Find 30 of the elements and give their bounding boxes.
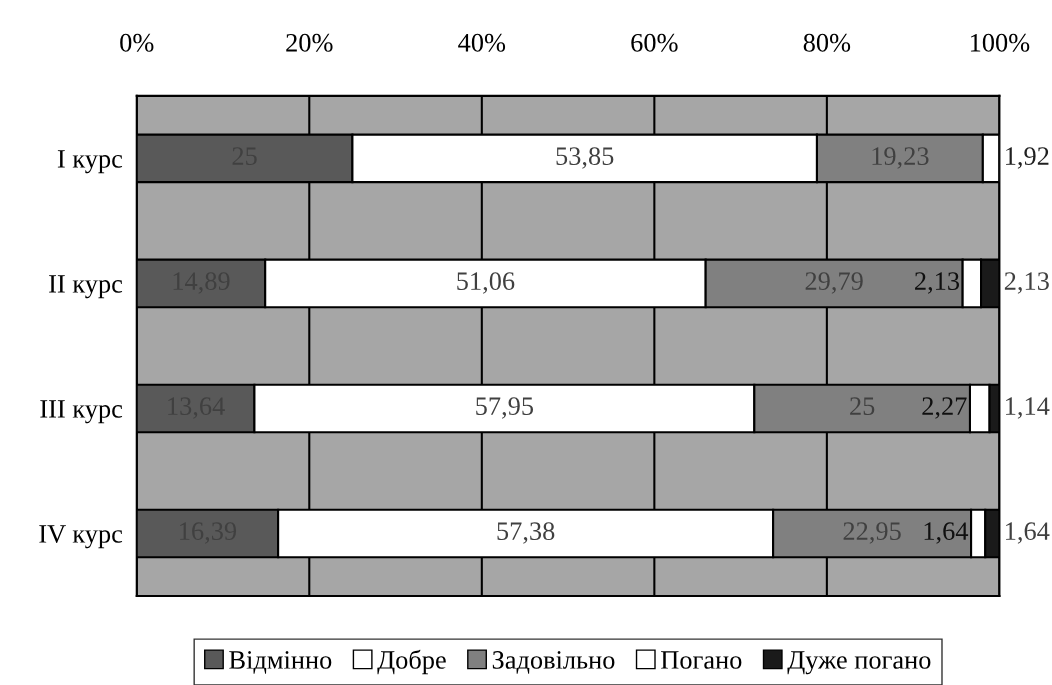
data-label: 2,27 — [922, 397, 967, 419]
x-tick-label: 20% — [286, 33, 333, 52]
x-tick-label: 100% — [970, 33, 1030, 52]
legend-label: Дуже погано — [787, 651, 931, 675]
data-label: 53,85 — [556, 147, 614, 169]
y-tick-label: IV курс — [39, 525, 123, 549]
legend-label: Задовільно — [492, 651, 615, 674]
data-label: 57,38 — [497, 522, 555, 544]
legend-label: Відмінно — [229, 651, 332, 674]
data-label: 2,13 — [915, 272, 960, 294]
data-label: 2,13 — [1004, 272, 1049, 294]
y-tick-label: III курс — [40, 400, 123, 424]
legend-label: Добре — [377, 649, 446, 675]
data-label: 1,14 — [1006, 397, 1050, 419]
data-label: 51,06 — [457, 272, 515, 294]
data-label: 25 — [850, 397, 875, 416]
data-label: 1,92 — [1006, 147, 1049, 169]
x-tick-label: 40% — [458, 33, 506, 52]
data-label: 22,95 — [843, 522, 901, 544]
data-label: 29,79 — [805, 272, 863, 294]
data-label: 19,23 — [872, 147, 929, 169]
data-label: 57,95 — [476, 397, 534, 419]
x-tick-label: 60% — [631, 33, 678, 52]
data-label: 1,64 — [1006, 522, 1050, 544]
legend-label: Погано — [661, 651, 742, 669]
y-tick-label: I курс — [57, 150, 123, 174]
y-tick-label: II курс — [49, 275, 123, 299]
data-label: 1,64 — [924, 522, 969, 544]
x-tick-label: 80% — [803, 33, 851, 52]
x-tick-label: 0% — [120, 33, 154, 52]
